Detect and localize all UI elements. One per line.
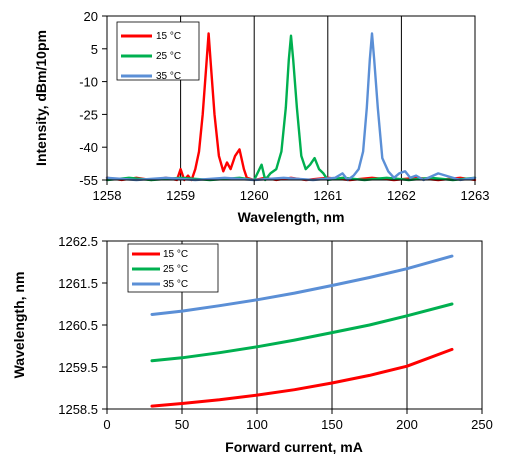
tuning-x-tick-labels: 0 50 100 150 200 250 [103, 409, 493, 432]
spectrum-y-tick-label: -40 [79, 140, 98, 155]
tuning-x-tick-label: 0 [103, 417, 110, 432]
spectrum-x-axis-label: Wavelength, nm [238, 209, 345, 225]
spectrum-legend: 15 °C 25 °C 35 °C [116, 21, 200, 82]
spectrum-x-tick-label: 1259 [166, 188, 195, 203]
spectrum-y-tick-label: 5 [91, 42, 98, 57]
tuning-y-axis-label: Wavelength, nm [11, 272, 27, 379]
tuning-x-tick-label: 150 [321, 417, 343, 432]
spectrum-y-tick-label: -55 [79, 173, 98, 188]
tuning-x-axis-label: Forward current, mA [225, 439, 363, 454]
spectrum-x-tick-label: 1260 [240, 188, 269, 203]
spectrum-x-tick-labels: 1258 1259 1260 1261 1262 1263 [93, 180, 490, 203]
spectrum-legend-label-35c: 35 °C [156, 71, 181, 82]
spectrum-y-tick-label: -25 [79, 107, 98, 122]
tuning-x-tick-label: 200 [396, 417, 418, 432]
spectrum-x-tick-label: 1258 [93, 188, 122, 203]
tuning-y-tick-label: 1260.5 [58, 318, 98, 333]
tuning-y-tick-label: 1261.5 [58, 276, 98, 291]
tuning-y-tick-label: 1259.5 [58, 360, 98, 375]
spectrum-plot-frame [106, 15, 476, 181]
tuning-series [150, 254, 454, 408]
spectrum-y-tick-label: 20 [84, 9, 98, 24]
spectrum-x-tick-label: 1261 [313, 188, 342, 203]
spectrum-grid [180, 16, 402, 180]
tuning-y-tick-labels: 1262.5 1261.5 1260.5 1259.5 1258.5 [58, 234, 107, 417]
tuning-legend-label-35c: 35 °C [163, 279, 188, 290]
tuning-series-line-25c [150, 302, 454, 363]
spectrum-chart: 1258 1259 1260 1261 1262 1263 20 5 -10 -25 -40 -55… [33, 9, 489, 225]
spectrum-x-tick-label: 1262 [387, 188, 416, 203]
tuning-x-tick-label: 50 [175, 417, 189, 432]
spectrum-legend-box [116, 21, 200, 81]
spectrum-y-axis-label: Intensity, dBm/10pm [33, 30, 49, 166]
tuning-x-tick-label: 100 [246, 417, 268, 432]
tuning-chart: 0 50 100 150 200 250 1262.5 1261.5 1260.5 1259.5… [11, 234, 493, 454]
tuning-series-line-15c [150, 347, 454, 408]
tuning-legend-label-25c: 25 °C [163, 264, 188, 275]
tuning-legend: 15 °C 25 °C 35 °C [127, 243, 219, 293]
tuning-legend-label-15c: 15 °C [163, 249, 188, 260]
tuning-series-line-35c [150, 254, 454, 316]
spectrum-x-tick-label: 1263 [461, 188, 490, 203]
spectrum-legend-label-25c: 25 °C [156, 51, 181, 62]
spectrum-legend-label-15c: 15 °C [156, 31, 181, 42]
spectrum-y-tick-labels: 20 5 -10 -25 -40 -55 [79, 9, 107, 188]
spectrum-y-tick-label: -10 [79, 75, 98, 90]
tuning-x-tick-label: 250 [471, 417, 493, 432]
tuning-y-tick-label: 1258.5 [58, 402, 98, 417]
tuning-y-tick-label: 1262.5 [58, 234, 98, 249]
